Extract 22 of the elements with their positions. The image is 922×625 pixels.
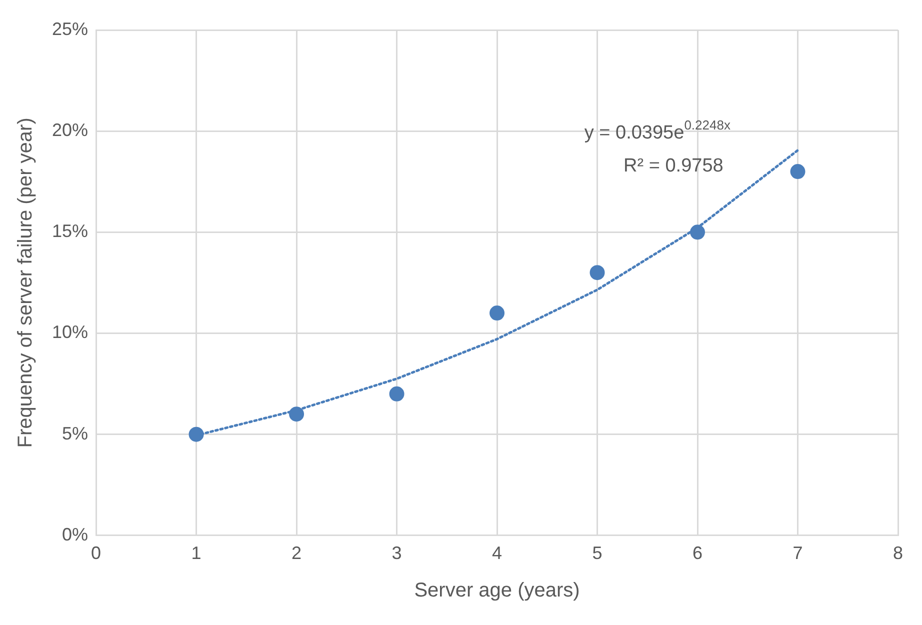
point (389, 386, 404, 402)
x-tick-label: 2 (292, 543, 302, 564)
x-tick-label: 8 (892, 543, 904, 564)
y-tick-label: 15% (52, 221, 88, 242)
x-tick-label: 4 (492, 543, 502, 564)
x-tick-label: 5 (592, 543, 602, 564)
x-tick-label: 1 (191, 543, 202, 564)
x-tick-label: 6 (692, 543, 703, 564)
x-tick-label: 7 (792, 543, 803, 564)
y-tick-label: 25% (52, 18, 88, 39)
point (790, 164, 806, 180)
x-tick-label: 0 (91, 543, 102, 564)
y-axis-title: Frequency of server failure (per year) (14, 118, 37, 448)
x-axis-title: Server age (years) (414, 580, 580, 602)
y-tick-label: 5% (62, 423, 88, 444)
y-tick-label: 20% (52, 120, 88, 140)
y-tick-label: 10% (52, 322, 88, 342)
y-tick-label: 0% (62, 524, 88, 544)
x-tick-label: 3 (392, 543, 402, 564)
point (590, 265, 605, 280)
annotation: R² = 0.9758 (624, 156, 724, 177)
point (490, 306, 505, 321)
